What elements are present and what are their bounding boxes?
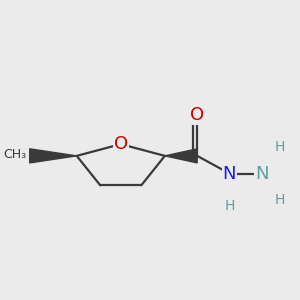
Text: H: H	[274, 140, 285, 154]
Text: O: O	[114, 135, 128, 153]
Text: CH₃: CH₃	[4, 148, 27, 161]
Text: H: H	[274, 193, 285, 207]
Polygon shape	[165, 149, 197, 163]
Polygon shape	[30, 149, 77, 163]
Text: N: N	[223, 164, 236, 182]
Text: O: O	[190, 106, 204, 124]
Text: H: H	[224, 199, 235, 213]
Text: N: N	[255, 164, 268, 182]
